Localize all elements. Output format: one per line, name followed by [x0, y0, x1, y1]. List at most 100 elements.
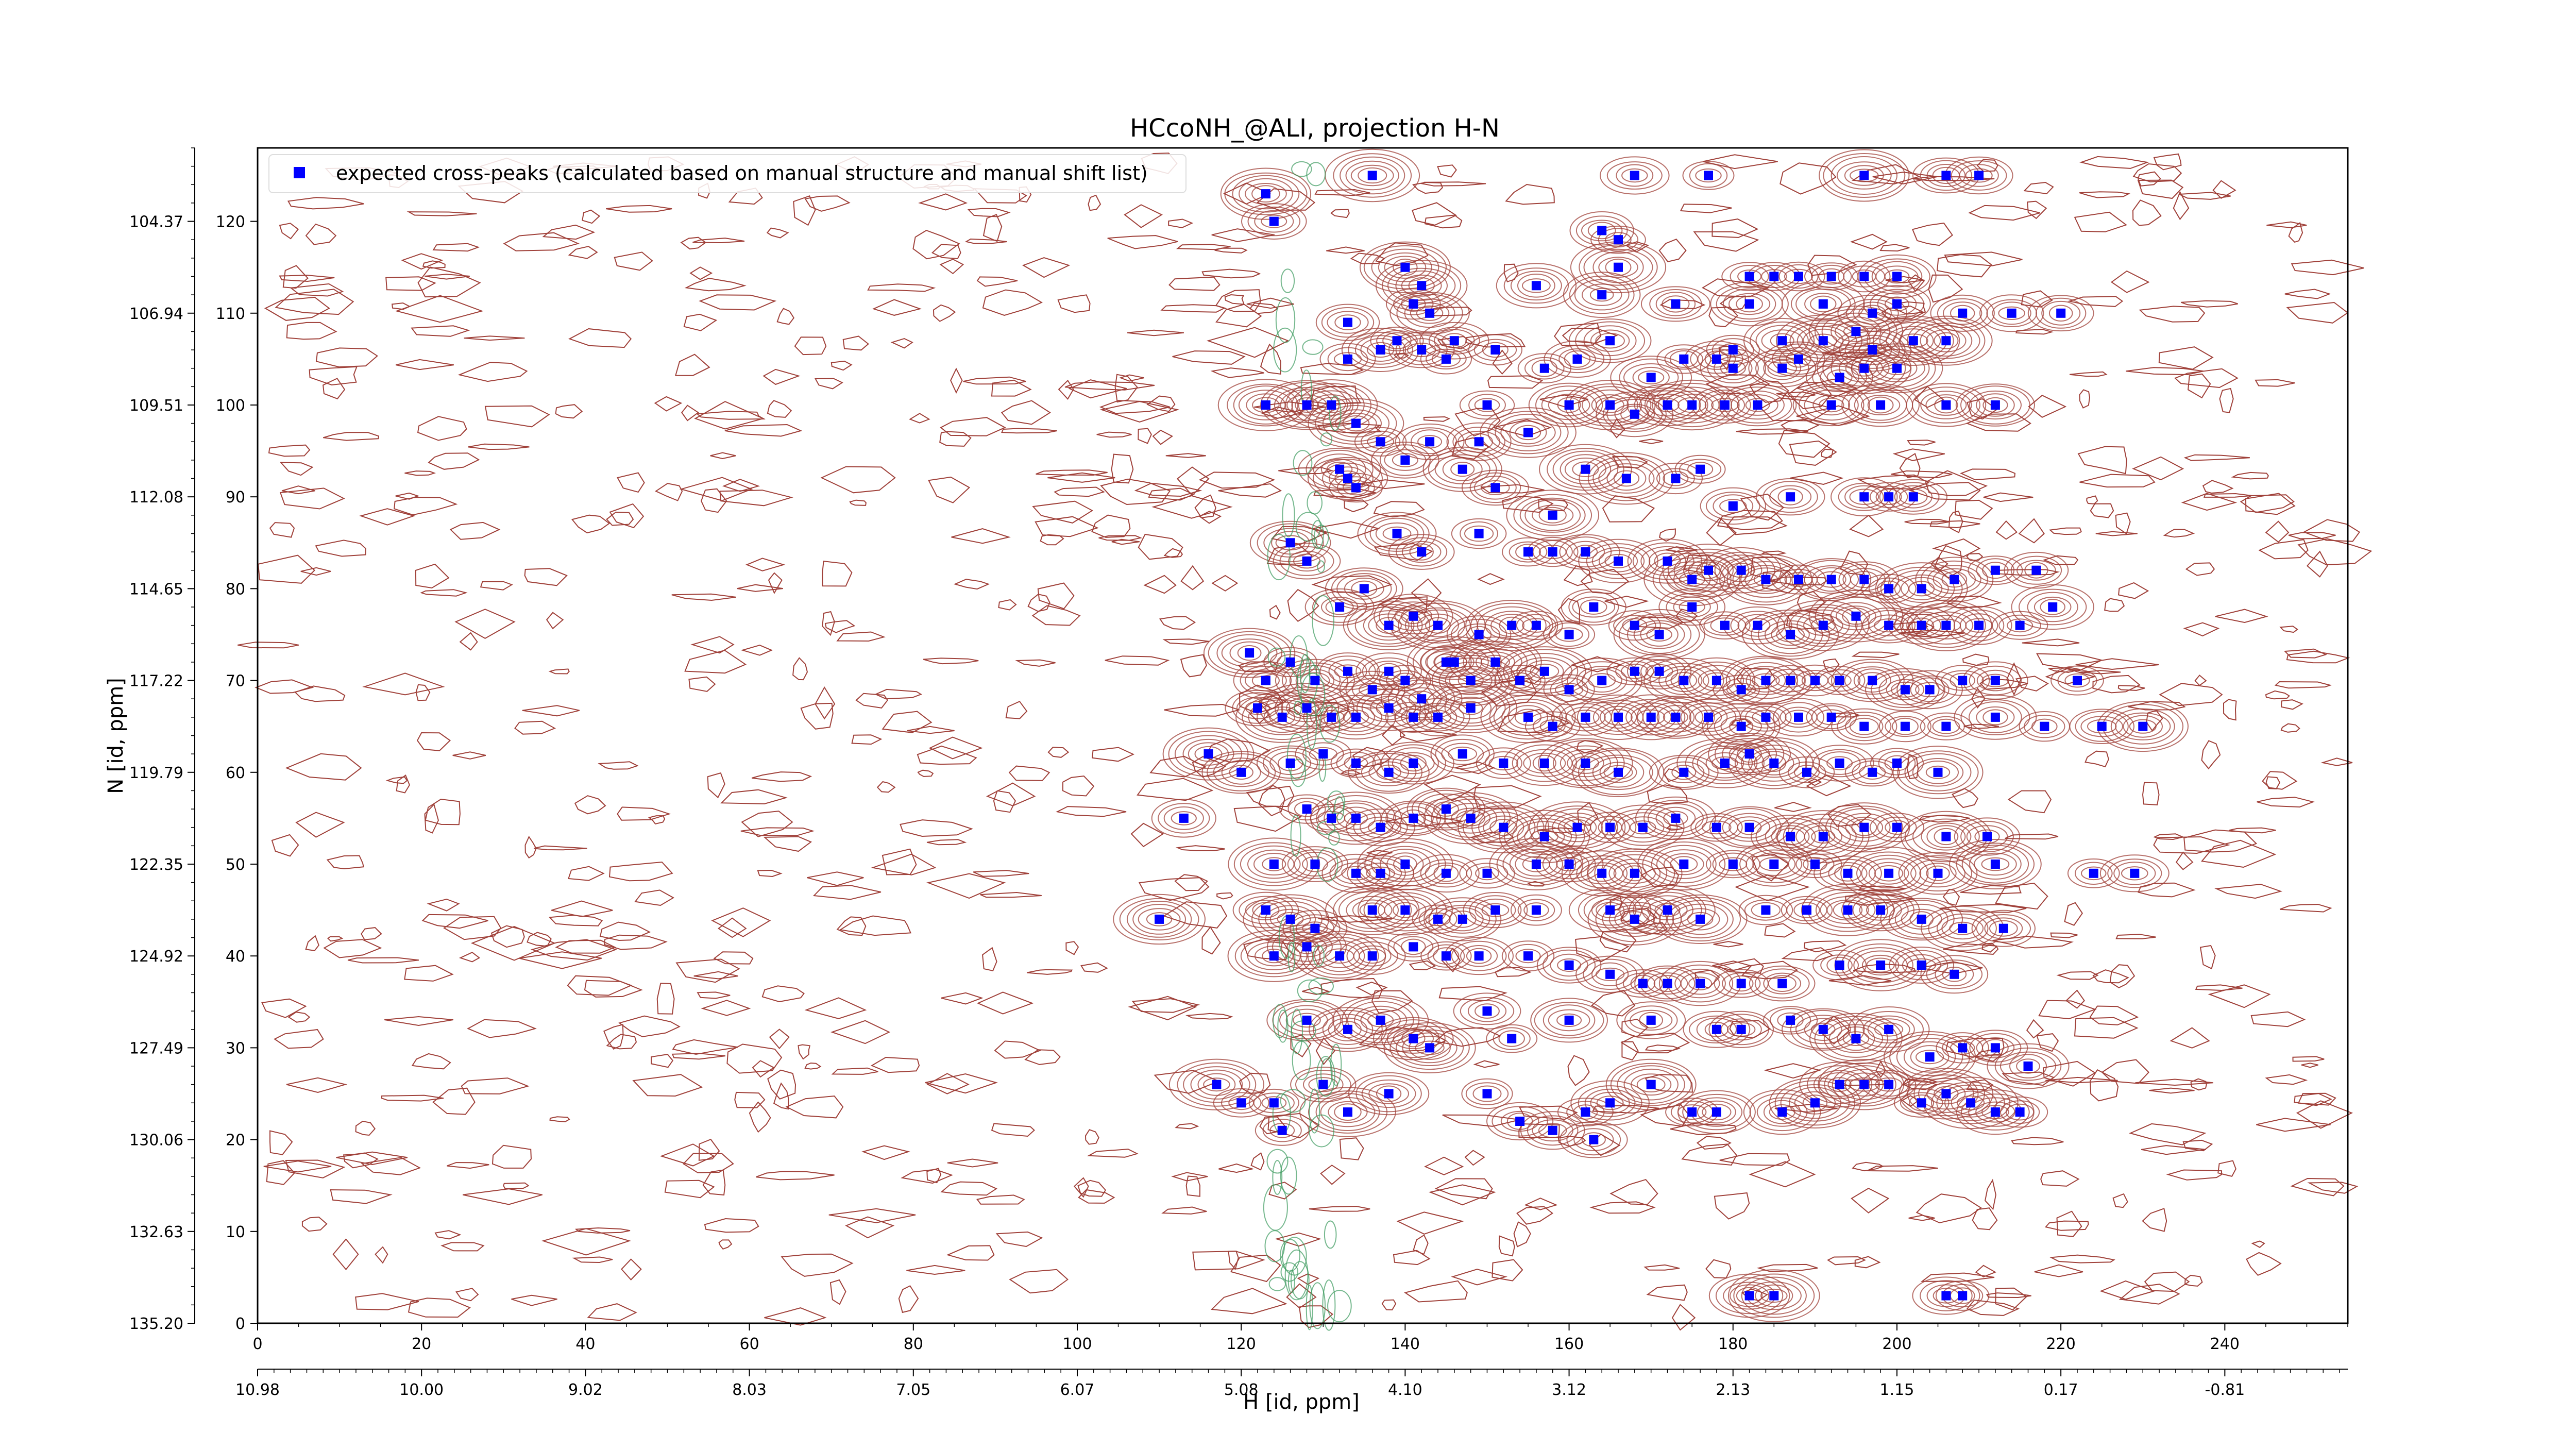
noise-contour [928, 736, 983, 760]
cross-peak-point [1441, 354, 1451, 364]
peak-contour [1907, 318, 1986, 364]
noise-contour [1464, 1150, 1485, 1166]
noise-contour [2266, 221, 2307, 228]
noise-contour [953, 579, 990, 590]
noise-contour [385, 776, 408, 784]
noise-contour [1171, 1172, 1208, 1182]
negative-contour [1327, 790, 1346, 815]
peak-contour [1682, 161, 1735, 190]
peak-contour [1877, 816, 1917, 838]
noise-contour [2079, 389, 2091, 409]
peak-contour [1832, 1065, 1896, 1104]
noise-contour [462, 1188, 543, 1205]
peak-contour [1420, 859, 1472, 888]
negative-contour [1317, 560, 1325, 573]
peak-contour [1891, 717, 1919, 735]
peak-contour [1405, 698, 1470, 737]
peak-contour [1606, 399, 1663, 430]
peak-contour [1275, 659, 1355, 702]
cross-peak-point [1351, 813, 1361, 823]
peak-contour [1460, 521, 1499, 546]
peak-contour [1965, 168, 1993, 183]
peak-contour [1213, 1088, 1269, 1118]
x-index-tick-label: 0 [252, 1335, 262, 1353]
cross-peak-point [1490, 345, 1500, 355]
peak-contour [1320, 1097, 1376, 1127]
cross-peak-point [1744, 1291, 1754, 1301]
peak-contour [1874, 865, 1904, 882]
noise-contour [1774, 802, 1812, 812]
noise-contour [683, 313, 718, 331]
noise-contour [2284, 289, 2331, 299]
cross-peak-point [1868, 676, 1877, 685]
noise-contour [2045, 1076, 2118, 1084]
noise-contour [1412, 202, 1458, 226]
noise-contour [323, 378, 346, 400]
peak-contour [1287, 798, 1326, 821]
peak-contour [1658, 666, 1709, 695]
peak-contour [1674, 968, 1726, 999]
peak-contour [1851, 360, 1877, 377]
cross-peak-point [1917, 584, 1926, 594]
cross-peak-point [1302, 556, 1312, 566]
peak-contour [1651, 845, 1717, 884]
peak-contour [1576, 858, 1628, 888]
peak-contour [1583, 894, 1637, 926]
peak-contour [1831, 708, 1897, 745]
noise-contour [1165, 453, 1206, 458]
peak-contour [1240, 845, 1308, 883]
peak-contour [1177, 1062, 1257, 1107]
cross-peak-point [1810, 860, 1820, 869]
cross-peak-point [1367, 171, 1377, 180]
peak-contour [1393, 806, 1434, 831]
noise-contour [963, 376, 1026, 385]
plot-frame [257, 147, 2349, 1324]
cross-peak-point [1728, 345, 1738, 355]
peak-contour [1396, 1029, 1464, 1067]
peak-contour [1555, 627, 1583, 642]
peak-contour [1536, 805, 1618, 850]
cross-peak-point [1277, 712, 1287, 722]
noise-contour [1911, 222, 1953, 246]
peak-contour [1295, 669, 1335, 693]
peak-contour [1527, 1115, 1579, 1146]
peak-contour [1926, 164, 1966, 187]
peak-contour [1575, 215, 1628, 246]
peak-contour [1590, 225, 1646, 254]
peak-contour [1480, 654, 1510, 670]
y-ppm-tick-label: 119.79 [129, 764, 183, 782]
cross-peak-point [1736, 685, 1746, 695]
noise-contour [800, 702, 834, 730]
peak-contour [1649, 549, 1686, 573]
noise-contour [551, 900, 613, 917]
cross-peak-point [1597, 868, 1607, 878]
noise-contour [381, 1094, 444, 1102]
noise-contour [828, 1208, 916, 1223]
cross-peak-point [1859, 171, 1869, 180]
peak-contour [1442, 457, 1483, 481]
noise-contour [1302, 986, 1331, 995]
noise-contour [1942, 889, 1960, 906]
cross-peak-point [1302, 703, 1312, 713]
peak-contour [1573, 545, 1598, 559]
peak-contour [1795, 822, 1851, 851]
noise-contour [711, 907, 771, 937]
noise-contour [2307, 1182, 2359, 1194]
peak-contour [1605, 258, 1632, 276]
noise-contour [2104, 598, 2125, 612]
cross-peak-point [2015, 1107, 2025, 1117]
noise-contour [2112, 1193, 2128, 1208]
noise-contour [355, 1120, 376, 1136]
peak-contour [1481, 903, 1510, 917]
noise-contour [1214, 247, 1248, 254]
noise-contour [384, 1016, 453, 1026]
peak-contour [1278, 755, 1303, 771]
peak-contour [1930, 294, 1995, 332]
noise-contour [2320, 757, 2353, 766]
peak-contour [1636, 696, 1715, 739]
cross-peak-point [2048, 602, 2058, 612]
noise-contour [1215, 289, 1261, 312]
noise-contour [375, 1246, 388, 1264]
cross-peak-point [1515, 1117, 1525, 1126]
peak-contour [1639, 1012, 1663, 1029]
